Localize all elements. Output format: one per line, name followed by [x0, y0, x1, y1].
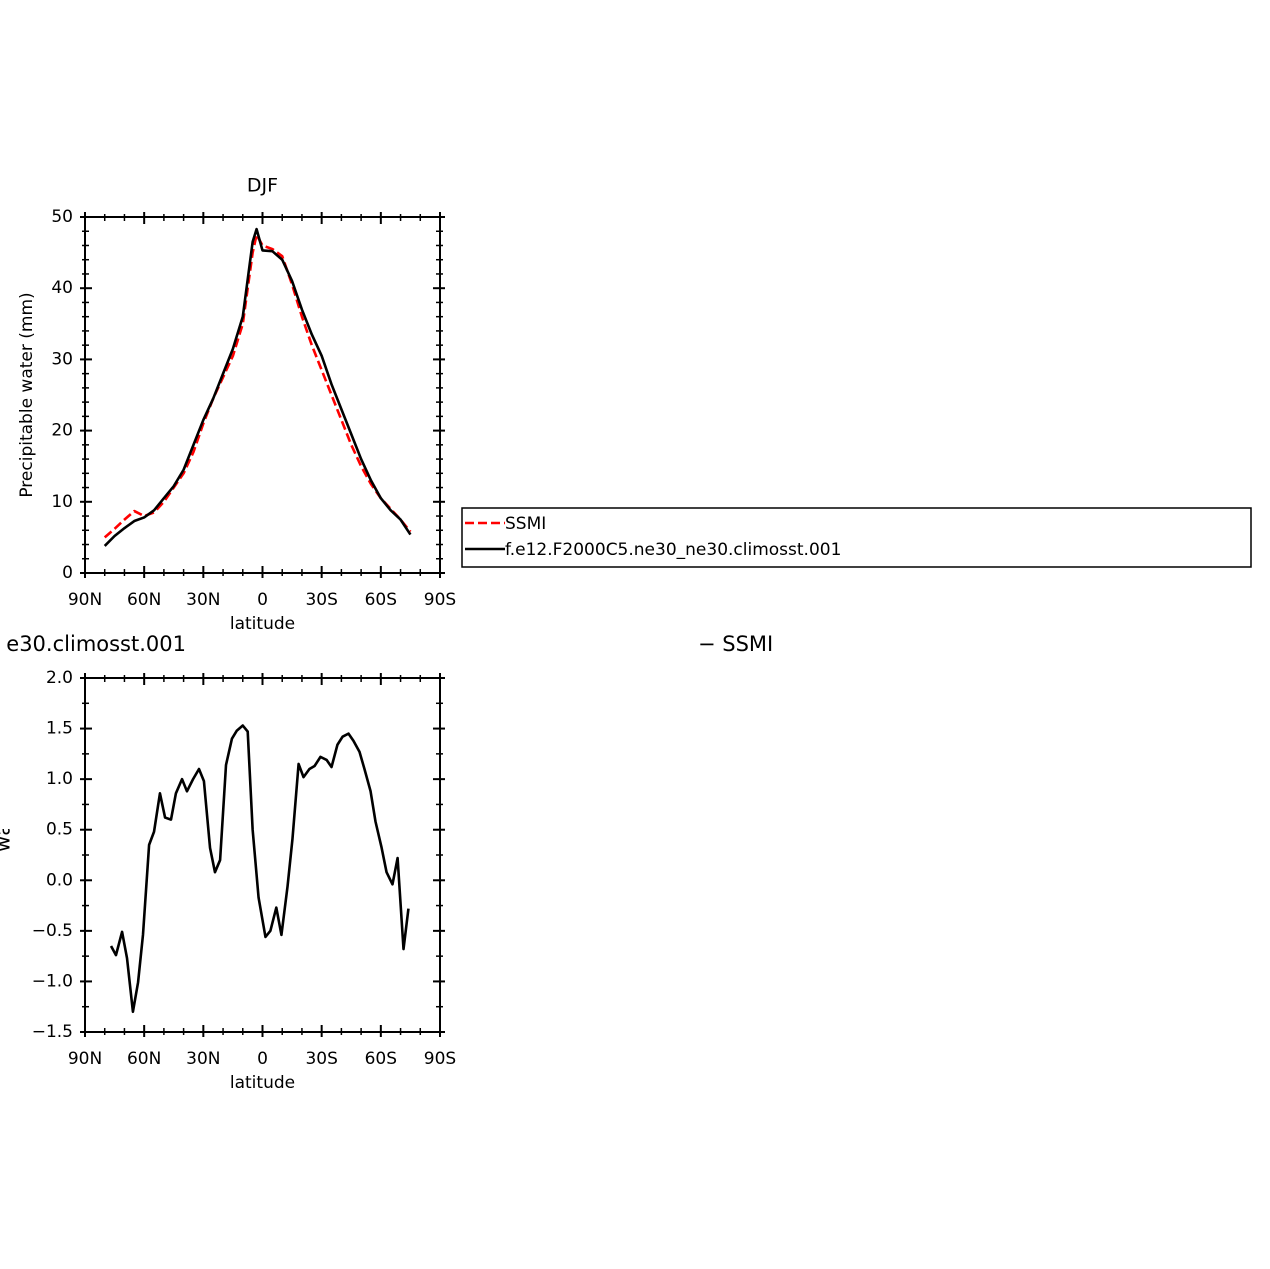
legend-box: [461, 507, 1252, 568]
x-tick-label: 30N: [186, 590, 220, 610]
x-tick-label: 90S: [424, 590, 456, 610]
x-tick-label: 30S: [305, 590, 337, 610]
y-tick-label: 2.0: [46, 668, 73, 688]
x-tick-label: 30N: [186, 1049, 220, 1069]
chart-title-right: − SSMI: [698, 632, 773, 656]
legend-label: SSMI: [505, 514, 546, 534]
x-tick-label: 60S: [365, 590, 397, 610]
y-tick-label: 40: [51, 278, 73, 298]
y-axis-label: Precipitable water (mm): [17, 292, 37, 497]
y-tick-label: 0.0: [46, 870, 73, 890]
y-axis-label: Precipitable water (mm): [0, 734, 15, 976]
y-tick-label: 1.5: [46, 719, 73, 739]
y-tick-label: 0: [62, 563, 73, 583]
chart-title-left: e30.climosst.001: [6, 632, 186, 656]
chart-title: DJF: [247, 175, 278, 197]
y-tick-label: 50: [51, 207, 73, 227]
y-tick-label: 0.5: [46, 820, 73, 840]
y-tick-label: −1.0: [32, 971, 73, 991]
x-tick-label: 0: [257, 590, 268, 610]
data-line: [103, 233, 412, 539]
y-tick-label: 20: [51, 421, 73, 441]
data-line: [109, 724, 410, 1014]
y-tick-label: −0.5: [32, 921, 73, 941]
y-tick-label: 10: [51, 492, 73, 512]
x-tick-label: 90N: [68, 1049, 102, 1069]
x-tick-label: 60N: [127, 1049, 161, 1069]
data-line: [103, 227, 412, 547]
x-tick-label: 60N: [127, 590, 161, 610]
x-tick-label: 0: [257, 1049, 268, 1069]
x-tick-label: 60S: [365, 1049, 397, 1069]
x-tick-label: 30S: [305, 1049, 337, 1069]
legend-label: f.e12.F2000C5.ne30_ne30.climosst.001: [505, 540, 841, 560]
x-tick-label: 90N: [68, 590, 102, 610]
y-tick-label: 30: [51, 349, 73, 369]
y-tick-label: −1.5: [32, 1022, 73, 1042]
x-axis-label: latitude: [230, 614, 295, 634]
y-tick-label: 1.0: [46, 769, 73, 789]
x-axis-label: latitude: [230, 1073, 295, 1093]
x-tick-label: 90S: [424, 1049, 456, 1069]
